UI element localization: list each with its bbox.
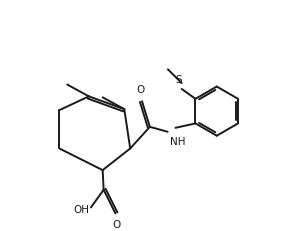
Text: NH: NH: [170, 136, 185, 146]
Text: S: S: [176, 75, 182, 85]
Text: O: O: [136, 85, 144, 95]
Text: OH: OH: [73, 205, 89, 215]
Text: O: O: [112, 219, 120, 229]
